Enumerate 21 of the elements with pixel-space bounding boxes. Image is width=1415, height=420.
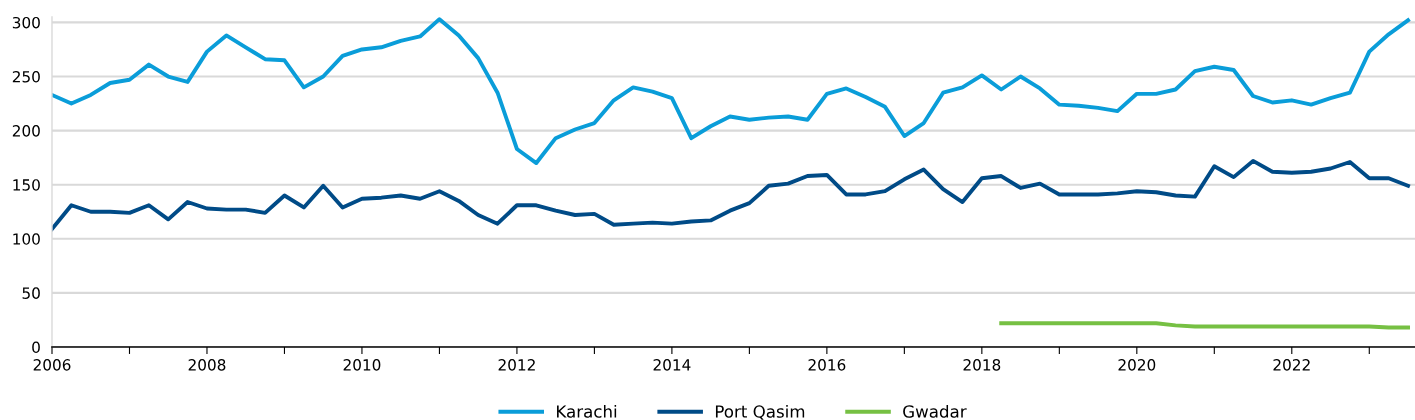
line-series: [52, 17, 1410, 166]
y-tick-label: 300: [12, 16, 40, 29]
y-tick-label: 100: [13, 233, 40, 245]
x-tick-label: 2022: [1273, 359, 1310, 371]
x-tick-label: 2006: [33, 359, 71, 371]
y-tick-label: 0: [32, 341, 40, 354]
y-tick-label: 50: [22, 287, 40, 299]
x-tick-label: 2020: [1118, 359, 1156, 371]
x-tick-label: 2012: [498, 359, 535, 371]
line-series: [52, 158, 1410, 232]
x-tick-label: 2010: [343, 359, 381, 371]
y-tick-label: 200: [12, 125, 40, 137]
x-tick-label: 2016: [808, 359, 846, 371]
x-tick-label: 2014: [653, 359, 691, 371]
legend-label: Port Qasim: [715, 404, 805, 420]
y-tick-label: 250: [12, 70, 40, 83]
x-tick-label: 2018: [963, 359, 1001, 371]
legend-label: Karachi: [557, 404, 617, 418]
legend-label: Gwadar: [903, 404, 967, 418]
y-tick-label: 150: [13, 179, 40, 191]
x-tick-label: 2008: [188, 359, 226, 371]
